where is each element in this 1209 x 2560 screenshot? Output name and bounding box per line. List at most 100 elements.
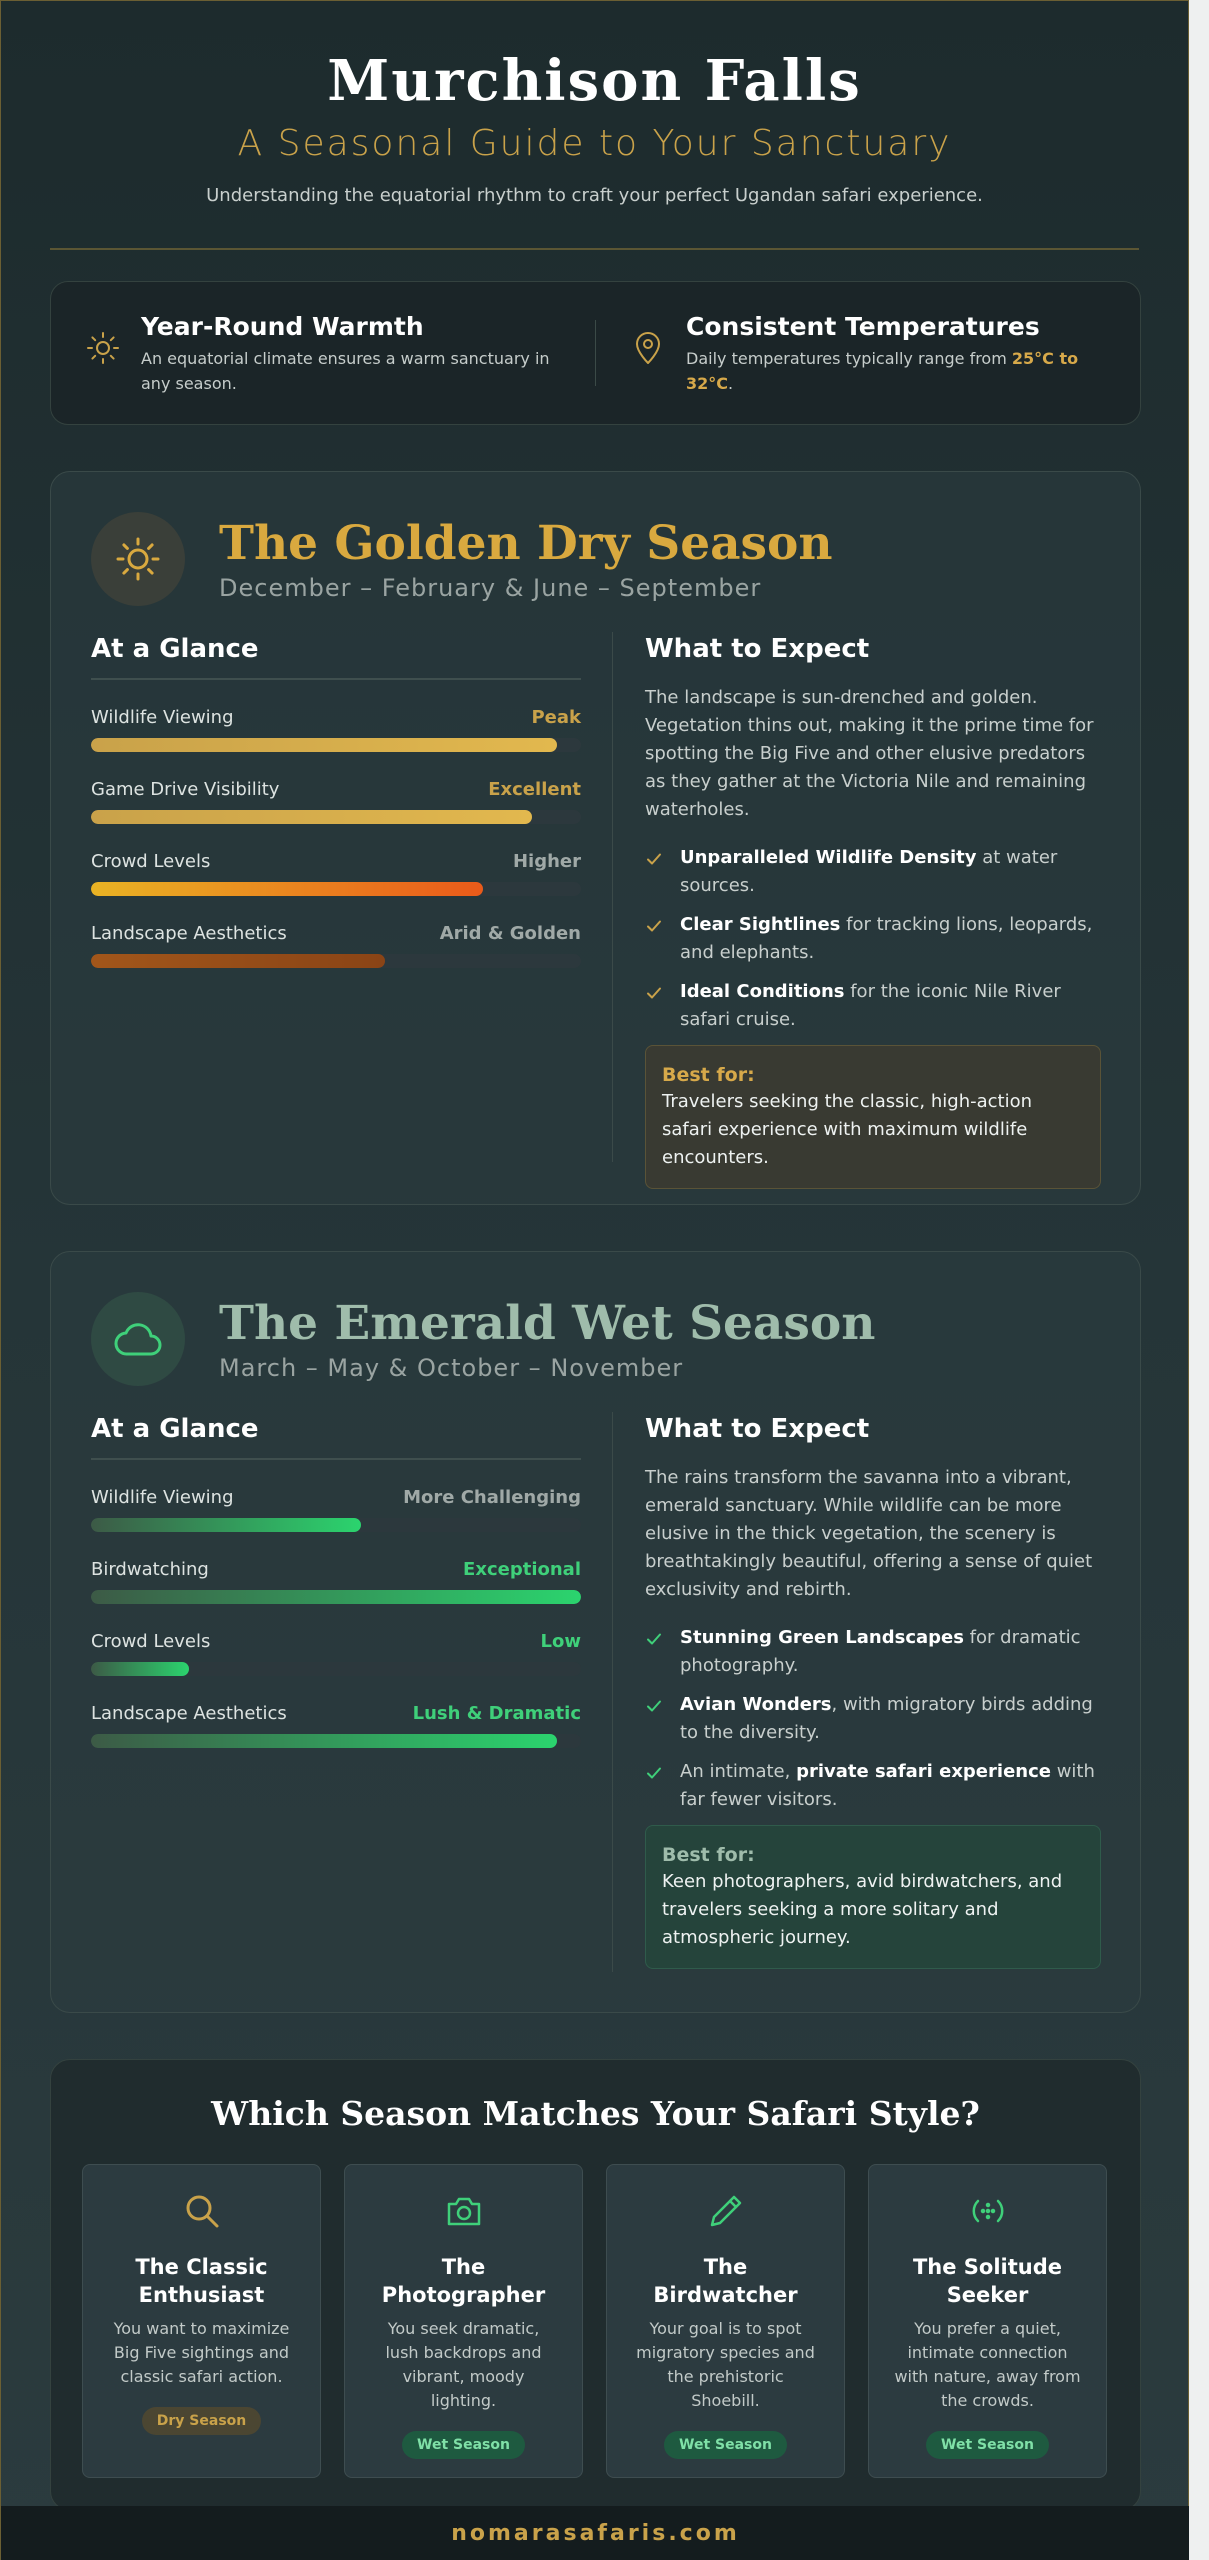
metric-value: Low xyxy=(540,1631,581,1652)
best-for-text: Keen photographers, avid birdwatchers, a… xyxy=(662,1871,1063,1948)
metric-track xyxy=(91,882,581,896)
check-icon xyxy=(647,987,661,999)
persona-text: You want to maximize Big Five sightings … xyxy=(113,2319,290,2386)
persona-name: The Photographer xyxy=(381,2255,546,2307)
climate-temperature: Consistent Temperatures Daily temperatur… xyxy=(596,310,1140,396)
season-chip: Wet Season xyxy=(926,2431,1049,2459)
wet-glance-title: At a Glance xyxy=(91,1414,259,1444)
persona-text: Your goal is to spot migratory species a… xyxy=(636,2319,815,2410)
climate-temperature-text: Daily temperatures typically range from … xyxy=(686,346,1106,396)
metric-bar xyxy=(91,882,483,896)
wet-metric: Birdwatching Exceptional xyxy=(91,1558,581,1604)
persona-photographer: The Photographer You seek dramatic, lush… xyxy=(344,2164,583,2478)
highlight-rest: with far fewer visitors. xyxy=(680,1761,1095,1810)
climate-divider xyxy=(595,320,596,386)
page-edge xyxy=(1189,0,1209,2560)
check-icon xyxy=(647,1767,661,1779)
climate-strip: Year-Round Warmth An equatorial climate … xyxy=(50,281,1141,425)
season-chip: Dry Season xyxy=(141,2407,262,2435)
column-divider xyxy=(612,1412,613,1972)
metric-bar xyxy=(91,954,385,968)
metric-track xyxy=(91,738,581,752)
metric-bar xyxy=(91,1590,581,1604)
metric-label: Crowd Levels xyxy=(91,851,211,872)
dry-glance: At a Glance Wildlife Viewing Peak Game Dr… xyxy=(91,632,581,968)
cloud-icon xyxy=(114,1323,162,1356)
season-chip: Wet Season xyxy=(402,2431,525,2459)
persona-text: You seek dramatic, lush backdrops and vi… xyxy=(385,2319,542,2410)
metric-bar xyxy=(91,1662,189,1676)
location-pin-icon xyxy=(636,332,660,364)
wet-season-months: March – May & October – November xyxy=(219,1354,684,1382)
site-footer: nomarasafaris.com xyxy=(1,2506,1190,2560)
metric-value: Arid & Golden xyxy=(439,923,581,944)
safari-style-section: Which Season Matches Your Safari Style? … xyxy=(50,2059,1141,2511)
dry-expect: What to Expect The landscape is sun-dren… xyxy=(645,632,1101,1189)
highlight-bold: Clear Sightlines xyxy=(680,914,841,935)
metric-value: Excellent xyxy=(488,779,581,800)
metric-label: Landscape Aesthetics xyxy=(91,1703,287,1724)
check-icon xyxy=(647,1700,661,1712)
persona-name: The Birdwatcher xyxy=(653,2255,798,2307)
metric-label: Birdwatching xyxy=(91,1559,209,1580)
dry-season-card: The Golden Dry Season December – Februar… xyxy=(50,471,1141,1205)
dry-metric: Wildlife Viewing Peak xyxy=(91,706,581,752)
page-description: Understanding the equatorial rhythm to c… xyxy=(206,185,983,206)
wet-metric: Crowd Levels Low xyxy=(91,1630,581,1676)
highlight-bold: Stunning Green Landscapes xyxy=(680,1627,964,1648)
metric-label: Crowd Levels xyxy=(91,1631,211,1652)
best-for-title: Best for: xyxy=(662,1844,755,1866)
metric-label: Landscape Aesthetics xyxy=(91,923,287,944)
wet-season-card: The Emerald Wet Season March – May & Oct… xyxy=(50,1251,1141,2013)
check-icon xyxy=(647,853,661,865)
persona-solitude-seeker: The Solitude Seeker You prefer a quiet, … xyxy=(868,2164,1107,2478)
persona-classic-enthusiast: The Classic Enthusiast You want to maxim… xyxy=(82,2164,321,2478)
list-item: Clear Sightlines for tracking lions, leo… xyxy=(645,911,1101,967)
metric-value: Exceptional xyxy=(463,1559,581,1580)
glance-divider xyxy=(91,678,581,680)
dry-expect-title: What to Expect xyxy=(645,634,870,664)
metric-label: Game Drive Visibility xyxy=(91,779,280,800)
metric-value: Lush & Dramatic xyxy=(412,1703,581,1724)
list-item: Stunning Green Landscapes for dramatic p… xyxy=(645,1624,1101,1680)
list-item: Unparalleled Wildlife Density at water s… xyxy=(645,844,1101,900)
dry-season-title: The Golden Dry Season xyxy=(219,516,833,571)
check-icon xyxy=(647,920,661,932)
climate-warmth-text: An equatorial climate ensures a warm san… xyxy=(141,349,550,393)
climate-warmth-title: Year-Round Warmth xyxy=(141,312,424,341)
check-icon xyxy=(647,1633,661,1645)
wet-season-badge xyxy=(91,1292,185,1386)
dry-season-months: December – February & June – September xyxy=(219,574,762,602)
highlight-bold: private safari experience xyxy=(796,1761,1051,1782)
wet-expect: What to Expect The rains transform the s… xyxy=(645,1412,1101,1969)
highlight-bold: Unparalleled Wildlife Density xyxy=(680,847,977,868)
wet-metric: Wildlife Viewing More Challenging xyxy=(91,1486,581,1532)
persona-birdwatcher: The Birdwatcher Your goal is to spot mig… xyxy=(606,2164,845,2478)
highlight-rest: for tracking lions, leopards, and elepha… xyxy=(680,914,1093,963)
page-title: Murchison Falls xyxy=(327,48,862,114)
wet-season-title: The Emerald Wet Season xyxy=(219,1296,876,1351)
sun-icon xyxy=(116,537,160,581)
metric-track xyxy=(91,1590,581,1604)
footer-website-link[interactable]: nomarasafaris.com xyxy=(451,2521,740,2546)
persona-name: The Classic Enthusiast xyxy=(135,2255,268,2307)
metric-bar xyxy=(91,810,532,824)
metric-bar xyxy=(91,738,557,752)
feather-icon xyxy=(710,2195,741,2227)
highlight-bold: Ideal Conditions xyxy=(680,981,845,1002)
dry-metric: Game Drive Visibility Excellent xyxy=(91,778,581,824)
dry-best-for: Best for: Travelers seeking the classic,… xyxy=(645,1045,1101,1189)
highlight-rest: for dramatic photography. xyxy=(680,1627,1081,1676)
highlight-rest: at water sources. xyxy=(680,847,1058,896)
sun-icon xyxy=(87,332,119,364)
page-subtitle: A Seasonal Guide to Your Sanctuary xyxy=(237,123,952,164)
highlight-bold: Avian Wonders xyxy=(680,1694,832,1715)
column-divider xyxy=(612,632,613,1162)
temp-range: 25°C to 32°C xyxy=(686,349,1079,393)
dry-season-badge xyxy=(91,512,185,606)
dry-glance-title: At a Glance xyxy=(91,634,259,664)
temp-text-suffix: . xyxy=(728,374,734,393)
camera-icon xyxy=(447,2197,480,2226)
glance-divider xyxy=(91,1458,581,1460)
